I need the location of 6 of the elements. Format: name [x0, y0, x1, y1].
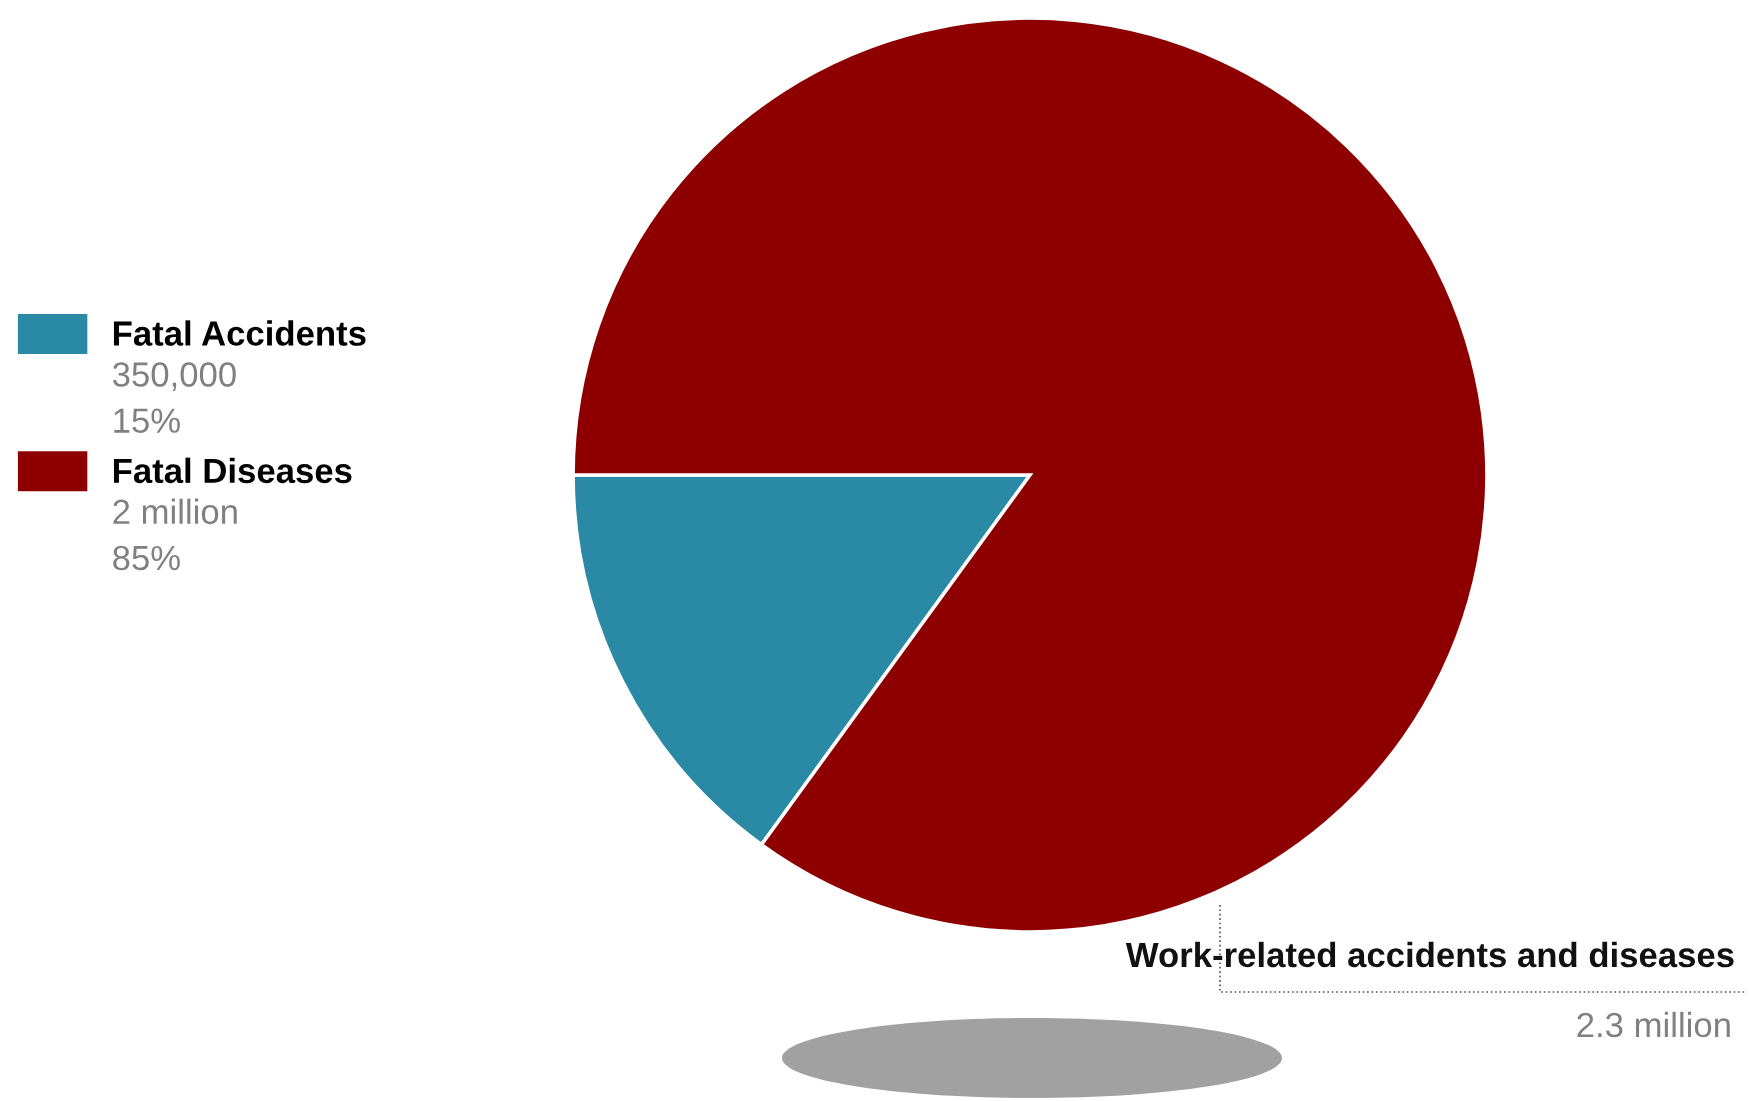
data-label: 2 million 85%	[113, 498, 237, 571]
text: 2.3 million	[1577, 1011, 1730, 1038]
legend-label: Fatal Diseases	[113, 457, 352, 484]
text: Work-related accidents and diseases	[1125, 941, 1734, 968]
data-label: 350,000 15%	[112, 362, 236, 434]
legend-label: Fatal Accidents	[113, 320, 366, 346]
